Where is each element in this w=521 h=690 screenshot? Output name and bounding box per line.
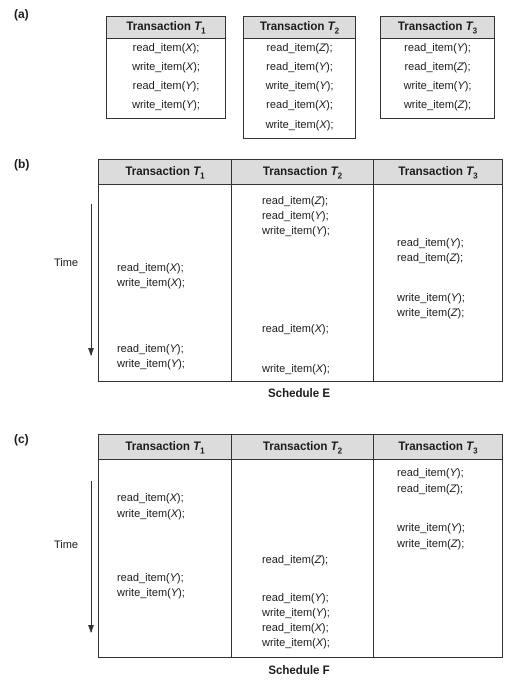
op-line: write_item(Z); xyxy=(397,538,465,550)
op-line: read_item(X); xyxy=(266,99,333,111)
header-symbol: T xyxy=(330,441,338,453)
op-line: write_item(X); xyxy=(117,277,185,289)
op-line: read_item(Z); xyxy=(266,42,333,54)
op-line: write_item(Y); xyxy=(403,80,472,92)
part-a-label: (a) xyxy=(14,7,29,21)
op-line: read_item(Z); xyxy=(397,252,464,264)
header-symbol: T xyxy=(193,166,201,178)
op-line: read_item(Y); xyxy=(117,572,184,584)
op-line: write_item(Y); xyxy=(117,358,185,370)
column-divider xyxy=(373,435,374,657)
op-line: read_item(Y); xyxy=(266,61,333,73)
op-line: read_item(Z); xyxy=(397,483,464,495)
header-text: Transaction xyxy=(126,21,191,33)
schedule-f-table: Transaction T1 Transaction T2 Transactio… xyxy=(98,434,503,658)
header-symbol: T xyxy=(466,166,474,178)
schedule-f-caption: Schedule F xyxy=(268,665,330,677)
op-line: read_item(X); xyxy=(262,323,329,335)
op-line: write_item(Z); xyxy=(403,99,472,111)
schedule-e-table: Transaction T1 Transaction T2 Transactio… xyxy=(98,159,503,382)
time-axis-label: Time xyxy=(54,539,79,551)
op-line: write_item(Y); xyxy=(397,292,465,304)
op-line: read_item(Y); xyxy=(397,467,464,479)
op-line: read_item(Z); xyxy=(262,195,329,207)
op-line: read_item(Y); xyxy=(262,592,329,604)
op-line: write_item(X); xyxy=(117,508,185,520)
time-arrow-icon xyxy=(88,481,94,633)
header-symbol: T xyxy=(193,441,201,453)
header-t1: Transaction T1 xyxy=(99,435,231,459)
header-subscript: 3 xyxy=(472,26,478,36)
header-subscript: 3 xyxy=(473,446,478,456)
header-symbol: T xyxy=(194,21,202,33)
time-arrow-icon xyxy=(88,204,94,356)
op-line: read_item(Z); xyxy=(404,61,471,73)
op-line: read_item(Y); xyxy=(117,343,184,355)
header-symbol: T xyxy=(327,21,335,33)
header-text: Transaction xyxy=(125,166,190,178)
header-subscript: 1 xyxy=(201,26,206,36)
op-line: read_item(Z); xyxy=(262,554,329,566)
transaction-t1-box: Transaction T1 read_item(X); write_item(… xyxy=(106,16,226,119)
op-line: read_item(X); xyxy=(117,262,184,274)
op-line: write_item(X); xyxy=(265,119,334,131)
header-subscript: 1 xyxy=(200,446,205,456)
header-subscript: 2 xyxy=(337,446,343,456)
header-subscript: 2 xyxy=(337,171,343,181)
header-symbol: T xyxy=(330,166,338,178)
op-line: write_item(X); xyxy=(262,637,330,649)
op-line: write_item(X); xyxy=(262,363,330,375)
transaction-t3-header: Transaction T3 xyxy=(381,17,494,39)
schedule-e-caption: Schedule E xyxy=(268,388,330,400)
header-text: Transaction xyxy=(262,166,328,178)
op-line: write_item(Y); xyxy=(262,225,330,237)
schedule-e-header: Transaction T1 Transaction T2 Transactio… xyxy=(99,160,502,185)
op-line: write_item(Y); xyxy=(132,99,200,111)
transaction-t2-box: Transaction T2 read_item(Z); read_item(Y… xyxy=(243,16,356,139)
transaction-t3-box: Transaction T3 read_item(Y); read_item(Z… xyxy=(380,16,495,119)
part-b-label: (b) xyxy=(14,157,30,171)
schedule-f-header: Transaction T1 Transaction T2 Transactio… xyxy=(99,435,502,460)
header-t3: Transaction T3 xyxy=(374,160,502,184)
column-divider xyxy=(231,160,232,381)
header-text: Transaction xyxy=(398,166,463,178)
op-line: write_item(X); xyxy=(132,61,200,73)
header-subscript: 3 xyxy=(473,171,478,181)
header-text: Transaction xyxy=(125,441,190,453)
op-line: read_item(Y); xyxy=(132,80,200,92)
op-line: read_item(X); xyxy=(132,42,200,54)
transaction-t1-header: Transaction T1 xyxy=(107,17,225,39)
op-line: write_item(Y); xyxy=(117,587,185,599)
header-t3: Transaction T3 xyxy=(374,435,502,459)
header-t1: Transaction T1 xyxy=(99,160,231,184)
header-symbol: T xyxy=(465,21,473,33)
time-axis-label: Time xyxy=(54,257,79,269)
header-text: Transaction xyxy=(262,441,328,453)
transaction-t2-header: Transaction T2 xyxy=(244,17,355,39)
op-line: write_item(Y); xyxy=(262,607,330,619)
op-line: read_item(Y); xyxy=(404,42,471,54)
header-t2: Transaction T2 xyxy=(232,160,373,184)
column-divider xyxy=(373,160,374,381)
header-t2: Transaction T2 xyxy=(232,435,373,459)
op-line: write_item(Y); xyxy=(397,522,465,534)
part-c-label: (c) xyxy=(14,432,29,446)
op-line: read_item(Y); xyxy=(397,237,464,249)
op-line: read_item(X); xyxy=(262,622,329,634)
op-line: write_item(Y); xyxy=(265,80,334,92)
op-line: read_item(Y); xyxy=(262,210,329,222)
header-text: Transaction xyxy=(398,441,463,453)
header-symbol: T xyxy=(466,441,474,453)
header-subscript: 1 xyxy=(200,171,205,181)
header-text: Transaction xyxy=(259,21,325,33)
op-line: read_item(X); xyxy=(117,492,184,504)
header-text: Transaction xyxy=(397,21,463,33)
header-subscript: 2 xyxy=(334,26,340,36)
op-line: write_item(Z); xyxy=(397,307,465,319)
column-divider xyxy=(231,435,232,657)
